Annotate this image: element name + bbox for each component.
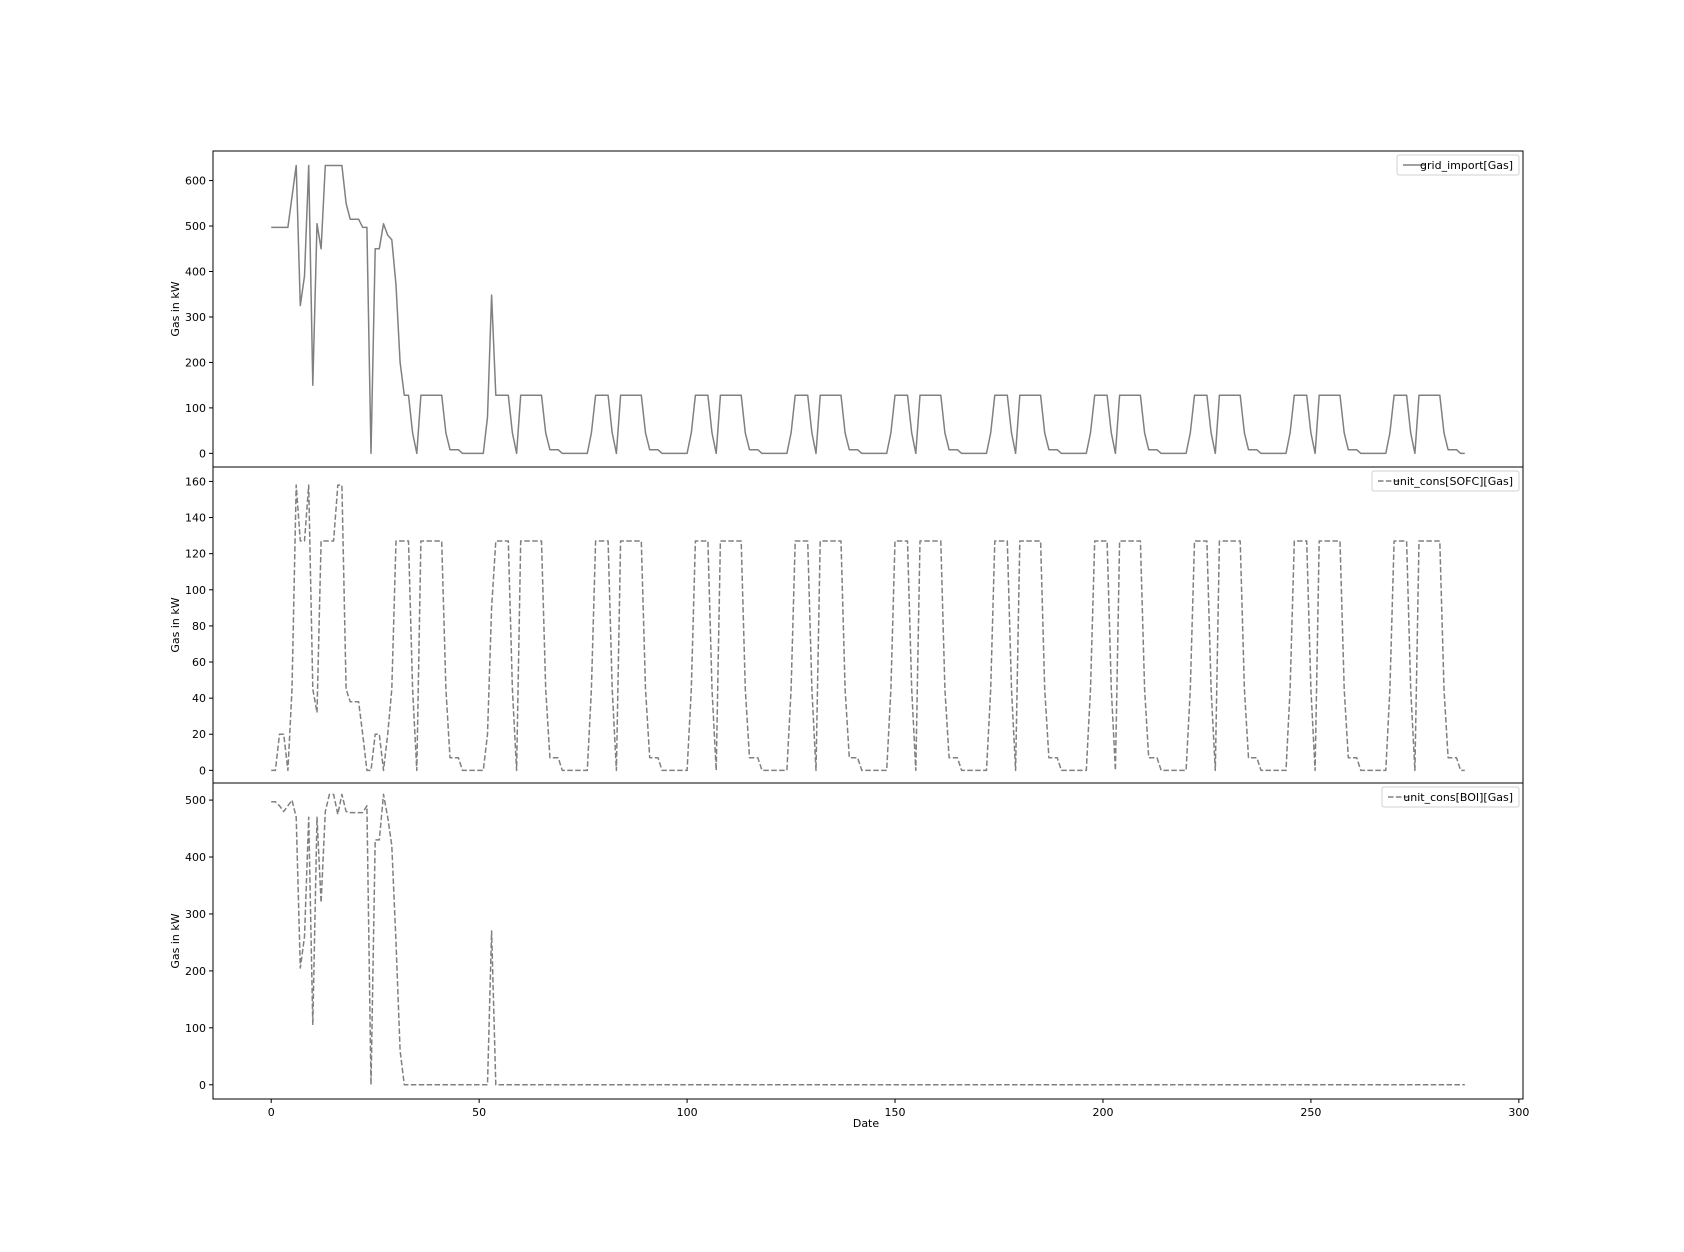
panel-2: 0 20 40 60 80 100 120 140 160 Gas in kW unit_cons[…	[169, 466, 1524, 784]
legend-box	[1396, 154, 1520, 176]
y-tick-label: 100	[185, 584, 206, 597]
legend-label: unit_cons[BOI][Gas]	[1403, 791, 1513, 804]
y-tick-label: 100	[185, 1022, 206, 1035]
x-tick-label: 0	[268, 1106, 275, 1119]
y-tick-label: 0	[199, 447, 206, 460]
x-tick-label: 100	[677, 1106, 698, 1119]
y-tick-label: 0	[199, 764, 206, 777]
y-tick-label: 60	[192, 656, 206, 669]
legend-box	[1381, 786, 1520, 808]
x-tick-label: 200	[1092, 1106, 1113, 1119]
y-tick-label: 500	[185, 794, 206, 807]
y-axis-label: Gas in kW	[169, 597, 182, 652]
panel-3: 0 100 200 300 400 500 Gas in kW unit_cons[BOI][…	[169, 782, 1524, 1100]
y-tick-label: 600	[185, 175, 206, 188]
plot-frame	[212, 782, 1524, 1100]
x-tick-label: 250	[1300, 1106, 1321, 1119]
y-tick-label: 300	[185, 908, 206, 921]
y-tick-label: 160	[185, 475, 206, 488]
series-line	[271, 484, 1465, 772]
y-tick-label: 300	[185, 311, 206, 324]
x-tick-label: 150	[885, 1106, 906, 1119]
x-tick-label: 300	[1508, 1106, 1529, 1119]
y-tick-label: 0	[199, 1079, 206, 1092]
y-tick-label: 200	[185, 965, 206, 978]
legend-label: grid_import[Gas]	[1420, 159, 1513, 172]
y-tick-label: 400	[185, 851, 206, 864]
x-tick-label: 50	[472, 1106, 486, 1119]
legend-box	[1371, 470, 1520, 492]
x-axis: 0 50 100 150 200 250 300	[268, 1099, 1529, 1119]
y-tick-label: 100	[185, 402, 206, 415]
y-tick-label: 80	[192, 620, 206, 633]
y-tick-label: 200	[185, 356, 206, 369]
y-tick-label: 20	[192, 728, 206, 741]
series-line	[271, 793, 1465, 1086]
y-tick-label: 40	[192, 692, 206, 705]
y-axis-label: Gas in kW	[169, 281, 182, 336]
y-tick-label: 120	[185, 548, 206, 561]
series-line	[271, 164, 1465, 455]
legend-label: unit_cons[SOFC][Gas]	[1393, 475, 1513, 488]
y-axis-label: Gas in kW	[169, 913, 182, 968]
y-tick-label: 400	[185, 265, 206, 278]
y-tick-label: 140	[185, 512, 206, 525]
x-axis-label: Date	[853, 1117, 880, 1130]
y-tick-label: 500	[185, 220, 206, 233]
